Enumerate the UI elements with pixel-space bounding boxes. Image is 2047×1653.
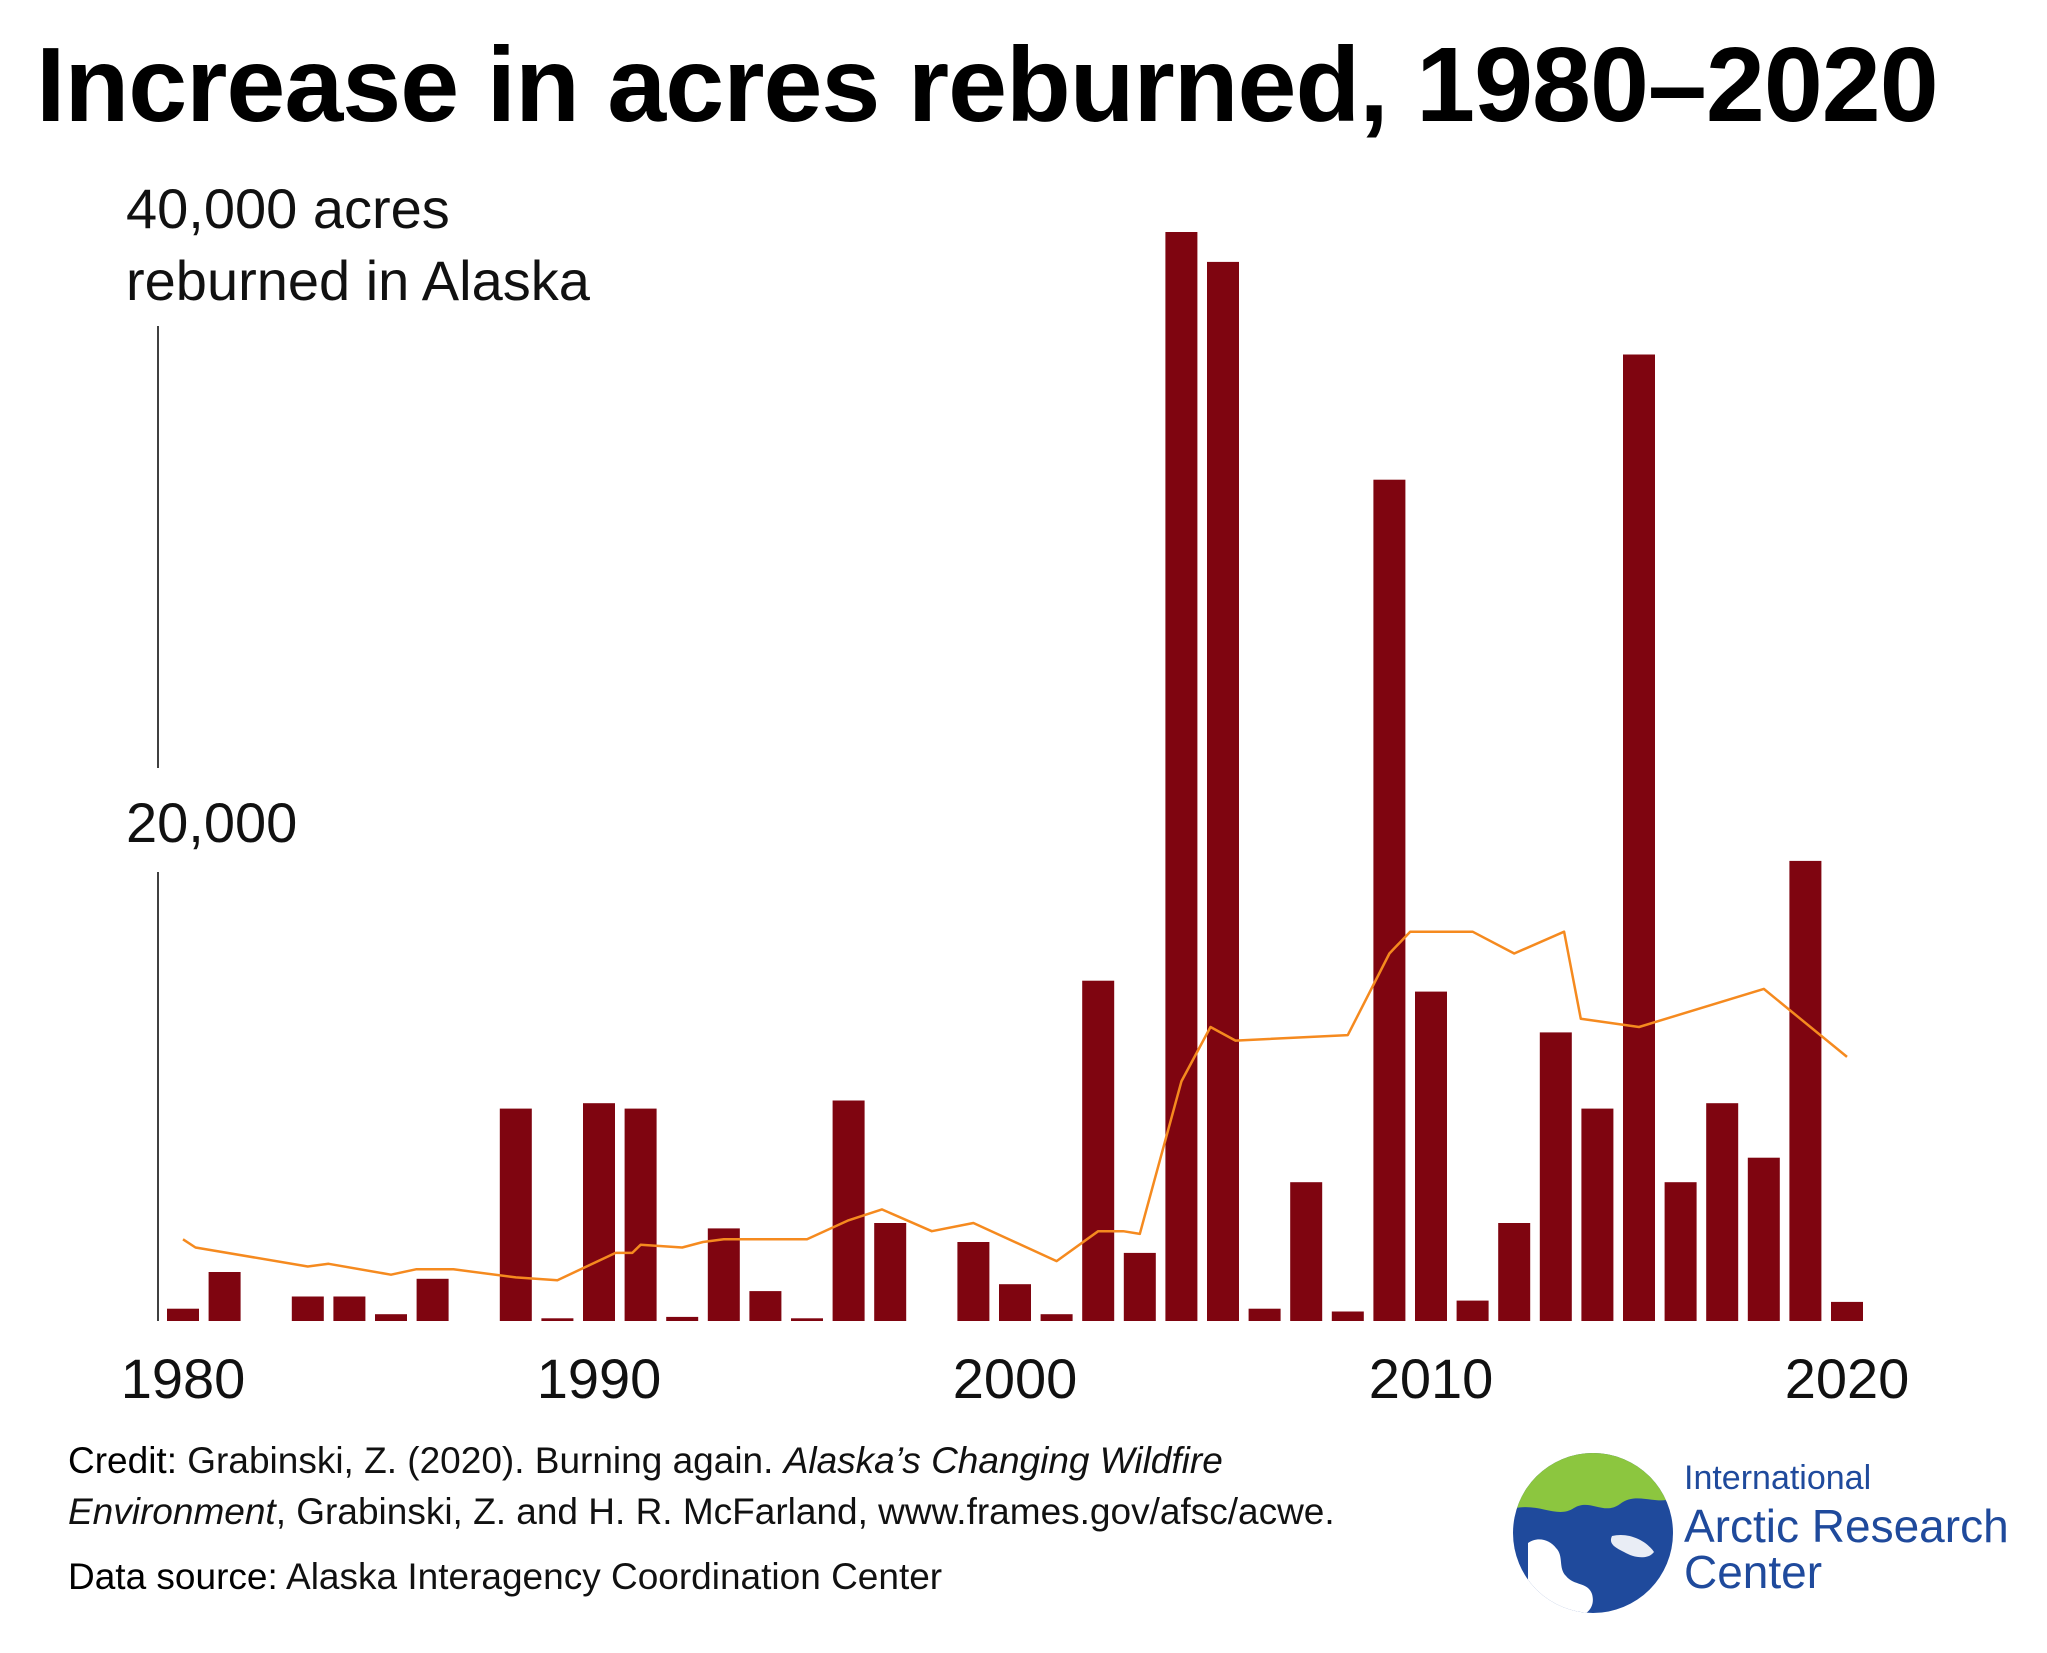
credit-publication-title: Alaska’s Changing Wildfire [783,1440,1223,1481]
bar-1981 [208,1272,241,1321]
chart-title: Increase in acres reburned, 1980–2020 [36,26,1939,144]
bar-2006 [1248,1308,1281,1321]
bar-2015 [1623,354,1655,1321]
data-source-label: Data source: [68,1556,278,1597]
bar-2011 [1456,1300,1489,1321]
bar-2004 [1165,232,1198,1321]
bar-1991 [624,1108,657,1321]
bar-2019 [1789,860,1822,1321]
bar-2017 [1706,1103,1739,1321]
bar-2001 [1040,1314,1073,1321]
bar-2009 [1373,479,1406,1321]
bar-1984 [333,1296,366,1321]
y-axis-label-line: 40,000 acres [126,177,450,240]
credit-publication-title-end: Environment [68,1491,276,1532]
iarc-logo-globe-icon [1513,1453,1673,1613]
x-tick-label-2000: 2000 [953,1347,1078,1410]
bar-1988 [499,1108,532,1321]
bar-1985 [375,1314,407,1321]
bar-2005 [1207,261,1239,1321]
data-source-line: Data source: Alaska Interagency Coordina… [68,1553,942,1601]
bar-1983 [291,1296,324,1321]
bar-2014 [1581,1108,1614,1321]
logo-text-line-1: International [1684,1459,1872,1497]
credit-line: Credit: Grabinski, Z. (2020). Burning ag… [68,1437,1223,1485]
x-tick-label-2010: 2010 [1369,1347,1494,1410]
bar-2008 [1331,1311,1364,1321]
bar-2010 [1415,991,1447,1321]
bar-2018 [1747,1157,1780,1321]
data-source-text: Alaska Interagency Coordination Center [277,1556,943,1597]
x-tick-label-1990: 1990 [537,1347,662,1410]
bar-2013 [1539,1032,1572,1321]
bar-2003 [1123,1252,1156,1321]
y-axis-label-line: reburned in Alaska [126,249,591,312]
bar-1990 [583,1103,615,1321]
credit-authors-url: , Grabinski, Z. and H. R. McFarland, www… [275,1491,1335,1532]
bar-2016 [1664,1182,1697,1321]
bar-1986 [416,1278,449,1321]
bar-2002 [1082,980,1115,1321]
bar-1995 [791,1318,823,1321]
bar-1997 [874,1223,907,1321]
logo-text-line-3: Center [1684,1546,1823,1598]
bar-1994 [749,1291,782,1321]
x-tick-label-2020: 2020 [1785,1347,1910,1410]
bar-2012 [1498,1223,1531,1321]
bar-1999 [957,1242,990,1321]
bar-2000 [999,1284,1031,1321]
logo-text-line-2: Arctic Research [1684,1500,2009,1552]
credit-text: Grabinski, Z. (2020). Burning again. [176,1440,784,1481]
credit-line-continued: Environment, Grabinski, Z. and H. R. McF… [68,1488,1335,1536]
bar-1993 [707,1228,740,1321]
credit-label: Credit: [68,1440,177,1481]
bar-1992 [666,1316,699,1321]
bar-1980 [167,1308,199,1321]
trend-line [182,930,1848,1282]
bar-2020 [1831,1301,1863,1321]
y-tick-label: 20,000 [126,791,297,854]
bar-2007 [1290,1182,1323,1321]
x-tick-label-1980: 1980 [121,1347,246,1410]
bar-1989 [541,1318,574,1321]
bar-1996 [832,1100,865,1321]
